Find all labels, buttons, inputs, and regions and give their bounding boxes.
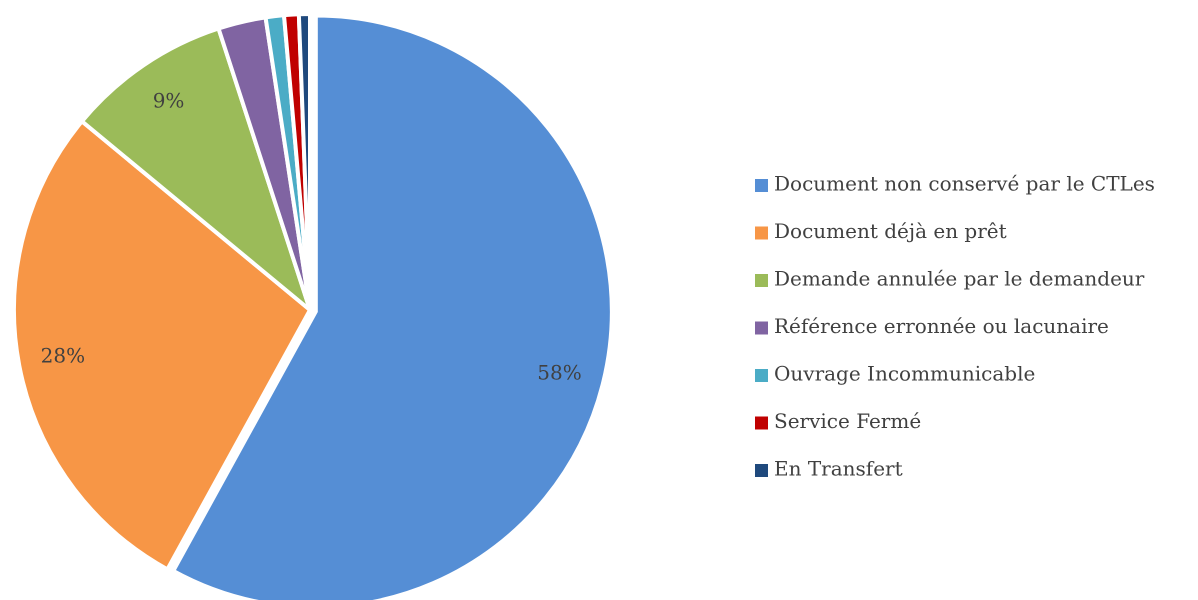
legend-swatch [755, 179, 768, 192]
pie-slice [296, 11, 312, 311]
pie-slice [170, 13, 614, 600]
legend-label: Service Fermé [774, 409, 921, 433]
pie-slice [12, 118, 313, 573]
data-label: 28% [41, 344, 85, 368]
legend-swatch [755, 321, 768, 335]
legend-swatch [755, 369, 768, 382]
legend-swatch [755, 274, 768, 287]
legend-swatch [755, 464, 768, 477]
legend-label: Document non conservé par le CTLes [774, 172, 1155, 196]
legend-label: En Transfert [774, 457, 903, 481]
legend-label: Document déjà en prêt [774, 219, 1007, 243]
legend-swatch [755, 226, 768, 240]
legend-swatch [755, 416, 768, 430]
data-label: 9% [153, 88, 185, 112]
legend-label: Demande annulée par le demandeur [774, 267, 1145, 291]
legend-label: Ouvrage Incommunicable [774, 362, 1035, 386]
data-label: 58% [537, 361, 581, 385]
legend-label: Référence erronnée ou lacunaire [774, 314, 1109, 338]
pie-slice [79, 25, 315, 316]
